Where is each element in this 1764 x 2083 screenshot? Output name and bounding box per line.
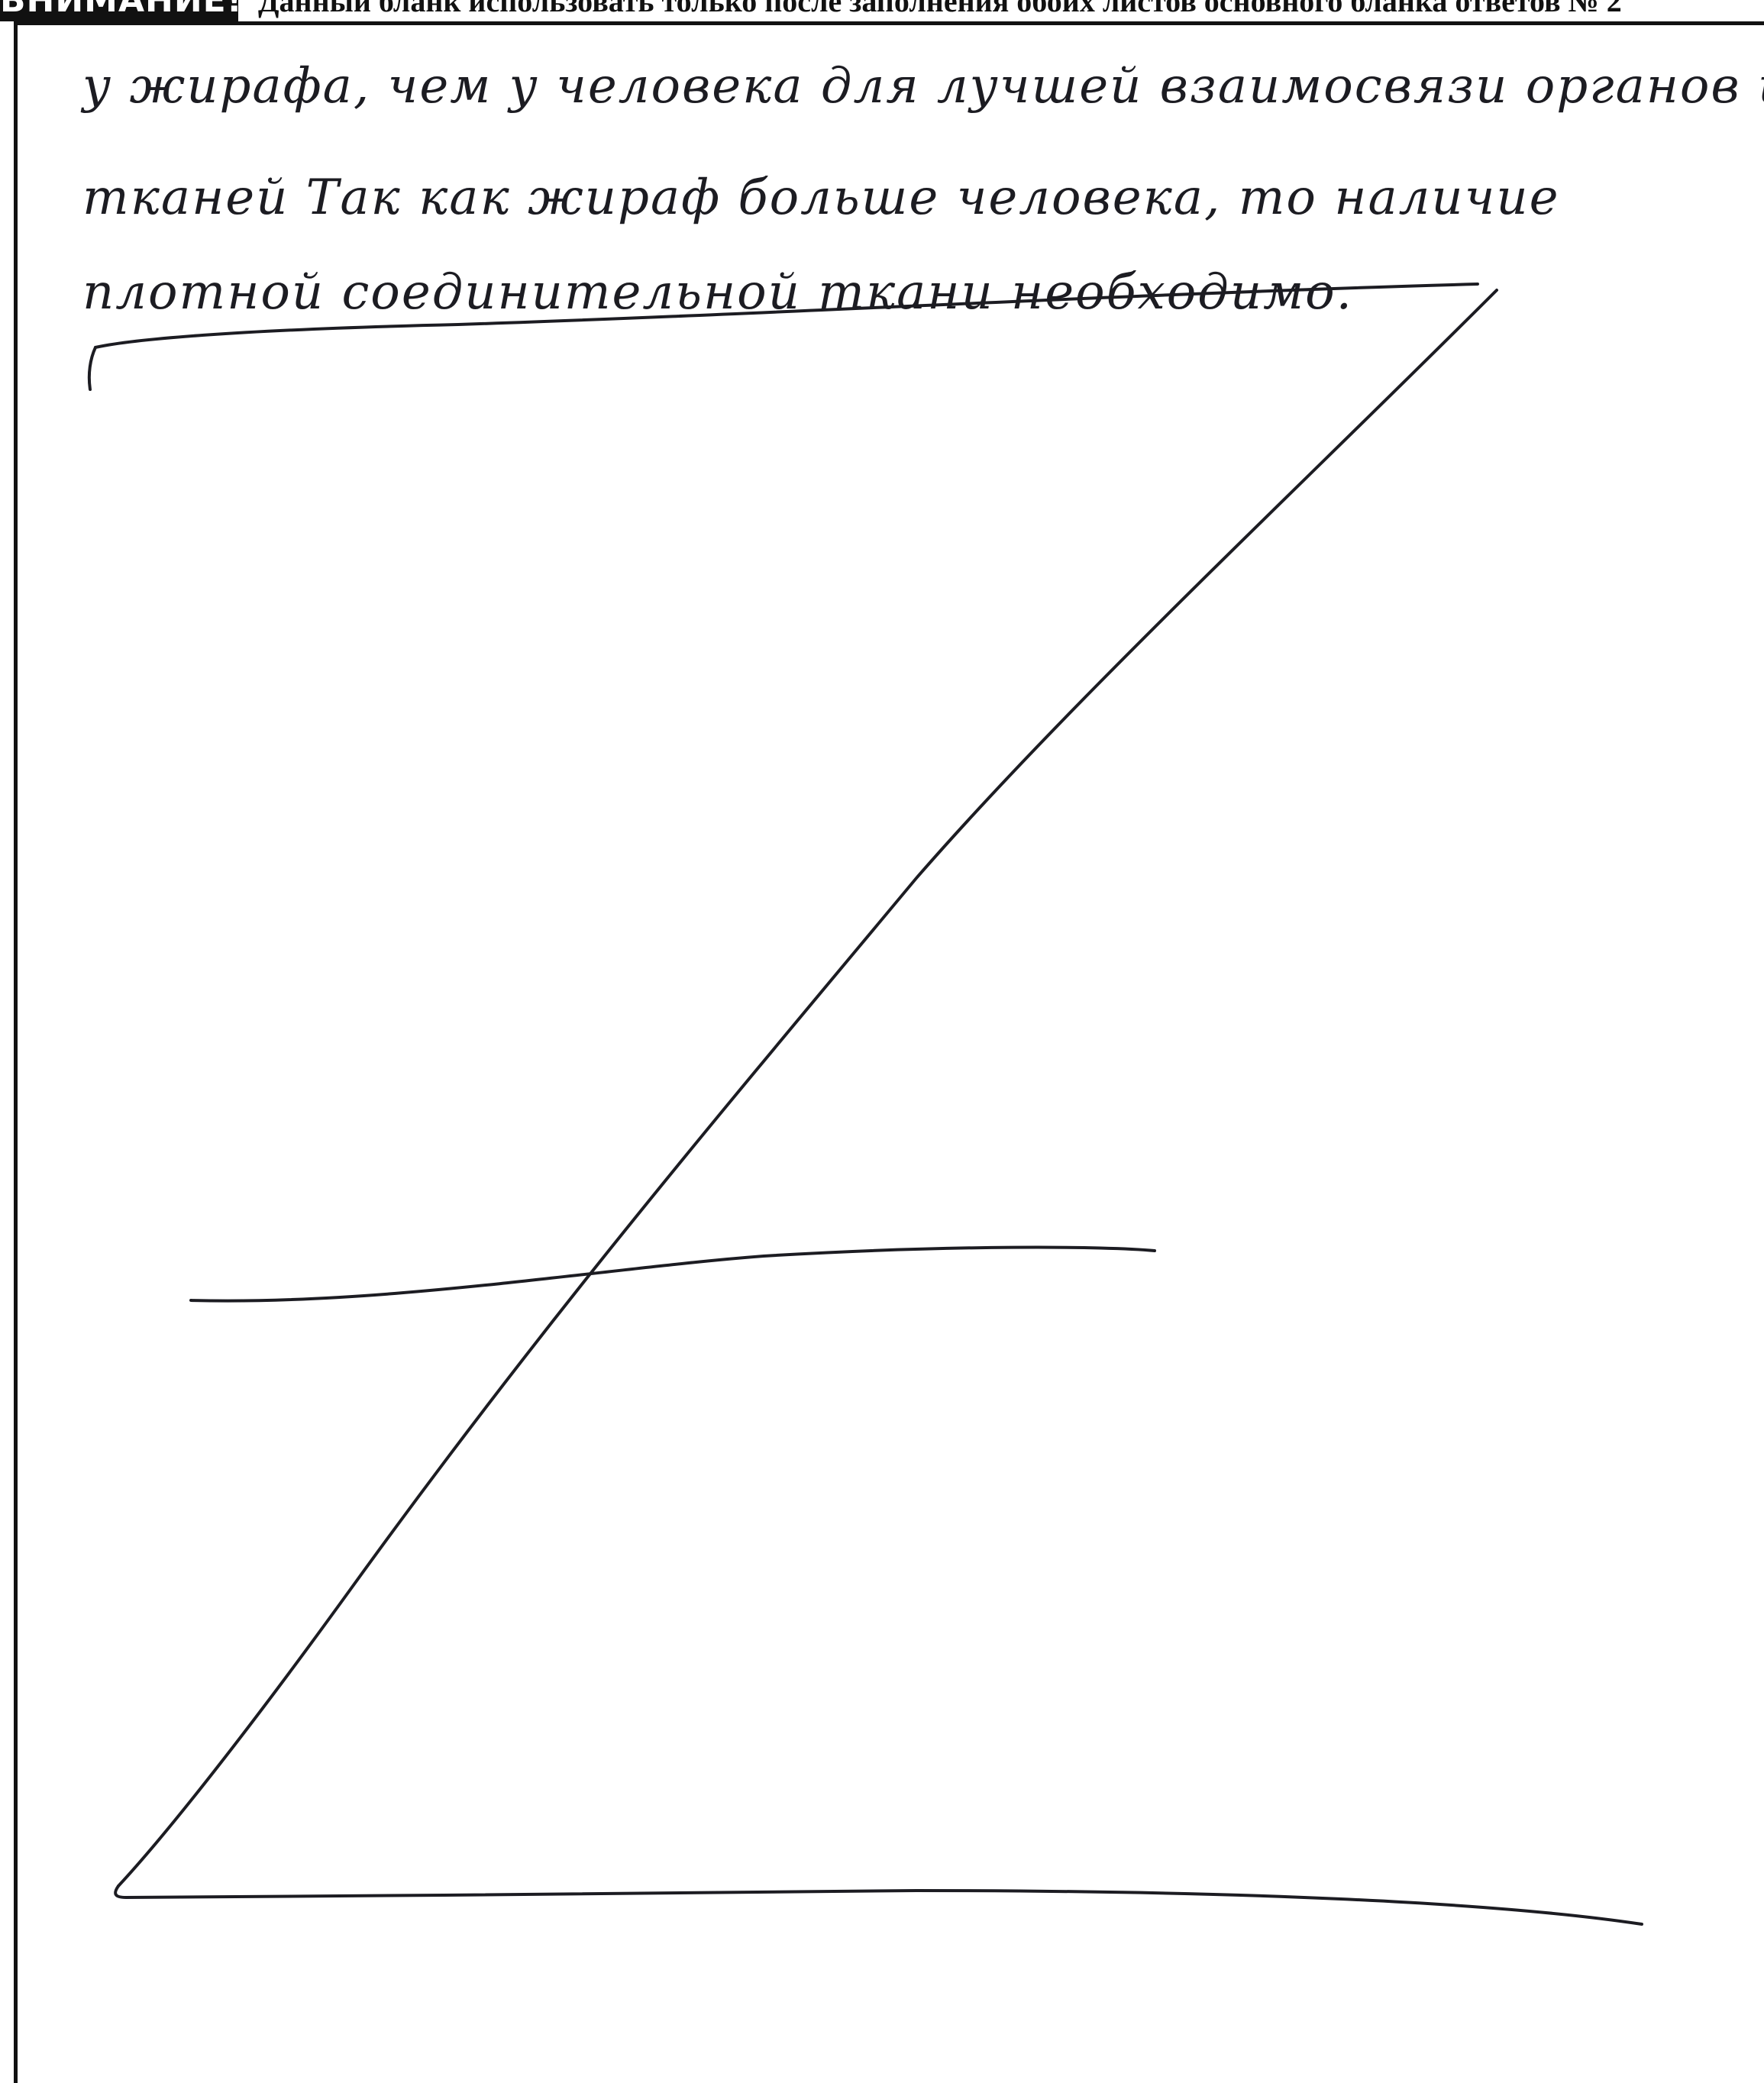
form-header: ВНИМАНИЕ! Данный бланк использовать толь…: [0, 0, 1764, 23]
strike-diagonal: [117, 289, 1498, 1888]
warning-badge: ВНИМАНИЕ!: [0, 0, 242, 21]
strike-bottom-line: [114, 1884, 1643, 1926]
answer-text-line: тканей Так как жираф больше человека, то…: [82, 170, 1560, 226]
answer-area-frame: [14, 21, 1764, 2083]
header-notice: Данный бланк использовать только после з…: [258, 0, 1622, 18]
z-strike-mark: [87, 283, 1643, 1926]
strike-top-hook: [87, 346, 97, 391]
answer-text-line: у жирафа, чем у человека для лучшей взаи…: [82, 58, 1764, 115]
strike-top-line: [94, 283, 1479, 349]
answer-text-line: плотной соединительной ткани необходимо.: [82, 264, 1353, 321]
strike-middle-line: [189, 1245, 1156, 1303]
